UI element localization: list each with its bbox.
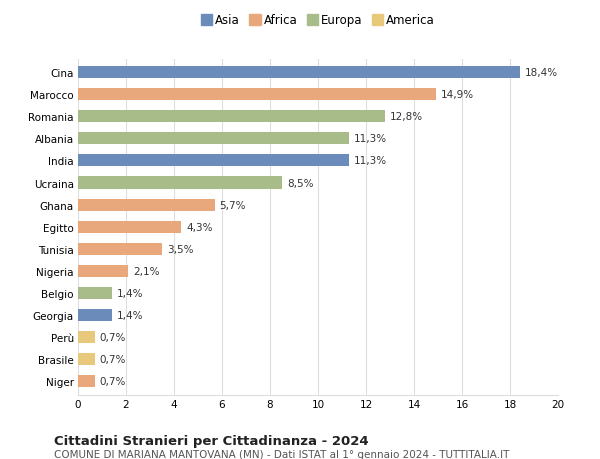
Bar [78, 265, 128, 277]
Text: 4,3%: 4,3% [186, 222, 212, 232]
Text: 0,7%: 0,7% [100, 354, 126, 364]
Text: COMUNE DI MARIANA MANTOVANA (MN) - Dati ISTAT al 1° gennaio 2024 - TUTTITALIA.IT: COMUNE DI MARIANA MANTOVANA (MN) - Dati … [54, 449, 509, 459]
Bar [78, 133, 349, 145]
Bar [78, 353, 95, 365]
Text: 12,8%: 12,8% [390, 112, 423, 122]
Text: 1,4%: 1,4% [116, 310, 143, 320]
Text: 0,7%: 0,7% [100, 332, 126, 342]
Bar [78, 155, 349, 167]
Text: 1,4%: 1,4% [116, 288, 143, 298]
Bar [78, 89, 436, 101]
Bar [78, 243, 162, 255]
Text: 2,1%: 2,1% [133, 266, 160, 276]
Text: 3,5%: 3,5% [167, 244, 193, 254]
Bar [78, 309, 112, 321]
Bar [78, 67, 520, 79]
Bar [78, 177, 282, 189]
Bar [78, 199, 215, 211]
Text: 5,7%: 5,7% [220, 200, 246, 210]
Text: Cittadini Stranieri per Cittadinanza - 2024: Cittadini Stranieri per Cittadinanza - 2… [54, 434, 368, 447]
Text: 11,3%: 11,3% [354, 156, 387, 166]
Bar [78, 221, 181, 233]
Bar [78, 331, 95, 343]
Bar [78, 111, 385, 123]
Bar [78, 287, 112, 299]
Text: 14,9%: 14,9% [440, 90, 473, 100]
Text: 11,3%: 11,3% [354, 134, 387, 144]
Text: 0,7%: 0,7% [100, 376, 126, 386]
Legend: Asia, Africa, Europa, America: Asia, Africa, Europa, America [199, 12, 437, 30]
Text: 8,5%: 8,5% [287, 178, 313, 188]
Bar [78, 375, 95, 387]
Text: 18,4%: 18,4% [524, 68, 557, 78]
